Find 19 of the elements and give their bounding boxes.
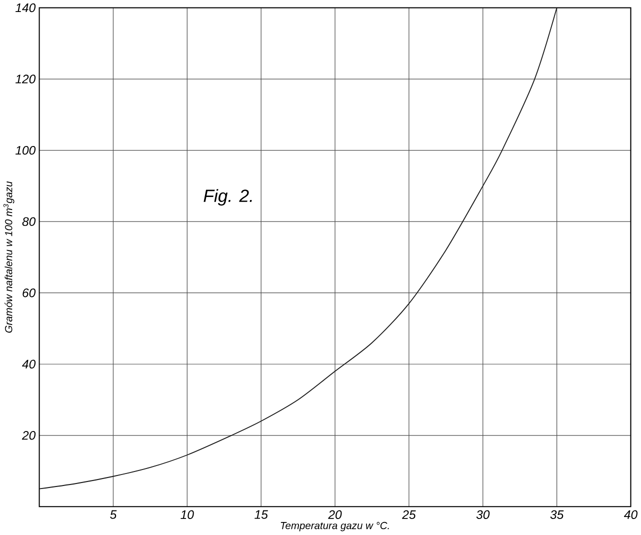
x-tick-label: 35: [550, 510, 564, 520]
x-tick-label: 25: [402, 510, 416, 520]
x-tick-label: 30: [476, 510, 490, 520]
y-tick-label: 20: [22, 431, 36, 440]
y-axis-title: Gramów naftalenu w 100 m$^{3}$gazu: [3, 182, 14, 333]
y-tick-label: 40: [22, 360, 36, 369]
x-axis-title: Temperatura gazu w °C.: [280, 522, 389, 532]
y-tick-label: 140: [15, 4, 36, 12]
y-tick-label: 120: [15, 74, 36, 84]
x-tick-label: 40: [624, 510, 638, 520]
x-tick-label: 10: [180, 510, 194, 520]
x-tick-label: 20: [328, 510, 342, 520]
y-tick-label: 100: [15, 146, 36, 155]
x-tick-label: 5: [110, 510, 117, 520]
y-tick-label: 60: [22, 288, 36, 298]
annotation: Fig. 2.: [204, 189, 252, 206]
line-series: [39, 8, 558, 490]
y-tick-label: 80: [22, 217, 36, 226]
x-tick-label: 15: [254, 510, 268, 520]
